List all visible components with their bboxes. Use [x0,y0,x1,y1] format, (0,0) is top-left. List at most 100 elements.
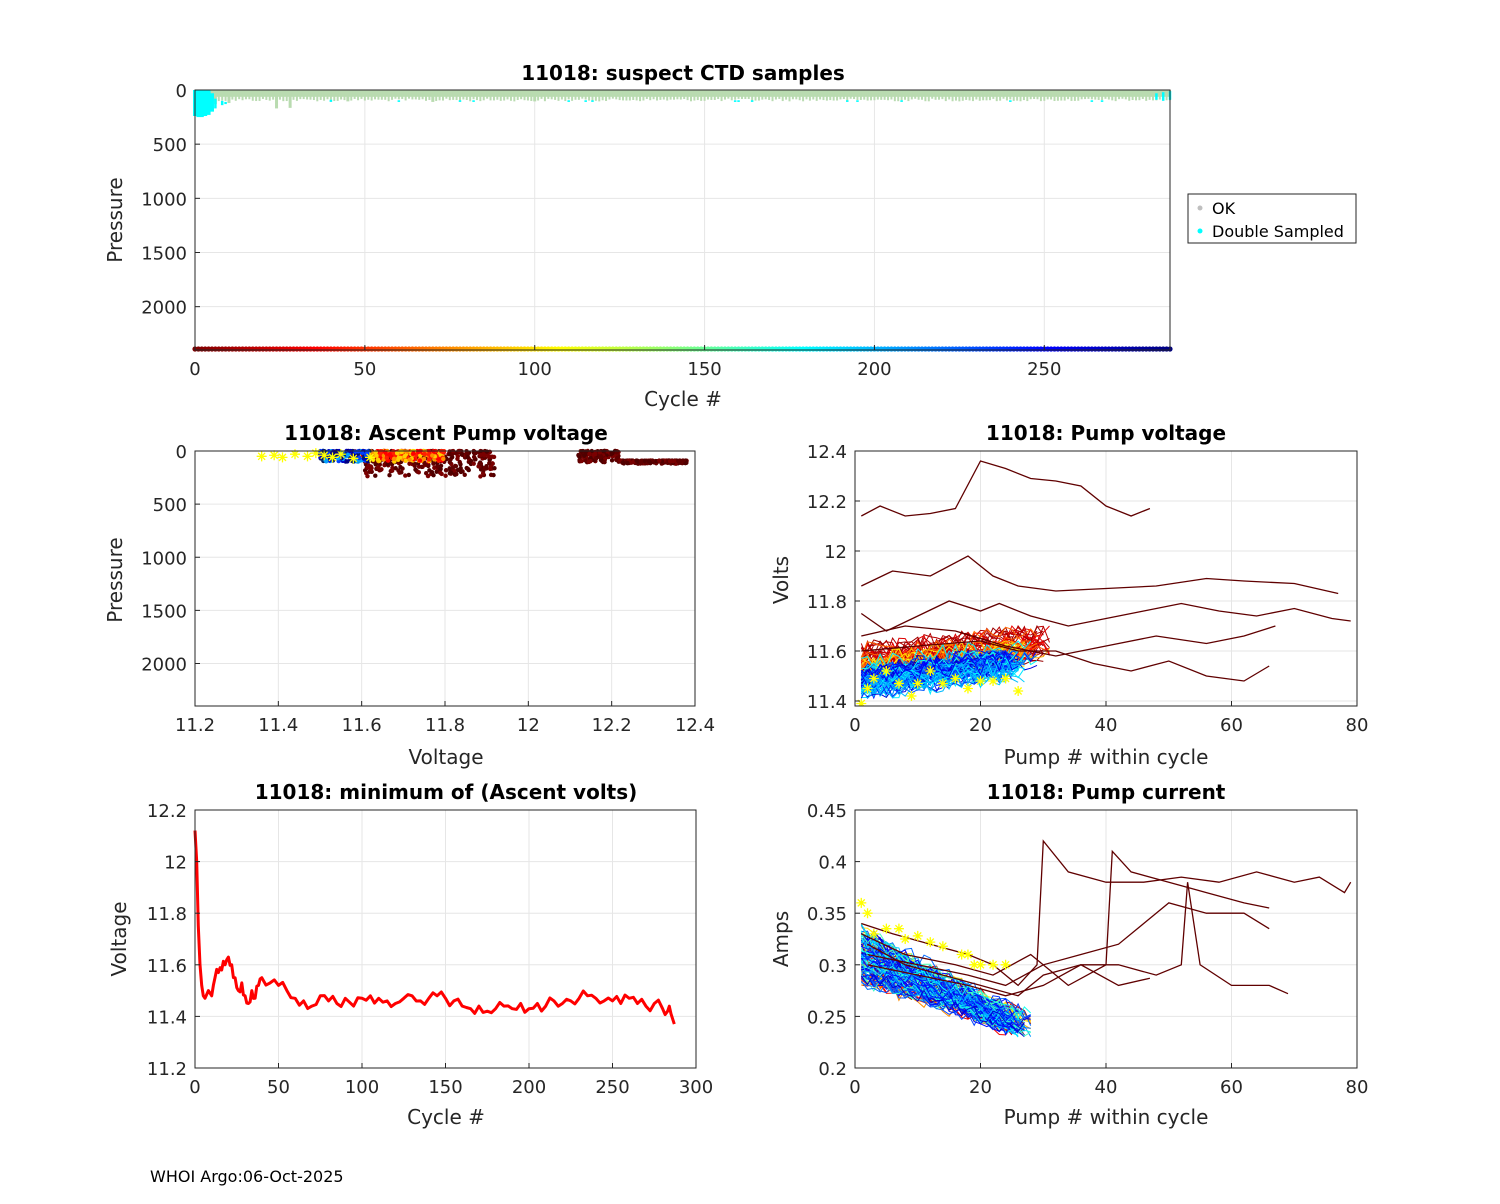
voltage-sample-point [642,458,647,463]
min-marker [912,678,923,689]
voltage-sample-point [473,450,479,456]
legend-double-marker [1197,228,1203,234]
voltage-sample-point [447,459,452,465]
x-tick-label: 11.2 [175,715,215,736]
chart-title: 11018: Pump current [987,780,1226,804]
voltage-series [860,650,1019,680]
y-tick-label: 500 [153,495,187,516]
y-tick-label: 11.8 [147,904,187,925]
panel-ascent-pump-voltage: 11018: Ascent Pump voltage 11.2 11.4 11.6 1… [103,421,715,769]
voltage-sample-point [620,460,626,465]
voltage-series [861,668,1019,699]
voltage-sample-point [489,454,495,459]
voltage-sample-point [471,454,477,460]
voltage-sample-point [458,466,463,471]
min-marker [348,453,359,464]
x-tick-label: 80 [1346,715,1369,736]
min-marker [925,666,936,676]
y-tick-label: 12.4 [807,442,847,463]
min-marker [900,934,911,944]
voltage-sample-point [383,450,388,455]
min-marker [881,923,892,934]
tick-labels: 11.2 11.4 11.6 11.8 12 12.2 12.4 0 500 1000 1500 20… [141,442,715,736]
voltage-sample-point [593,456,599,461]
voltage-sample-point [454,471,459,477]
x-tick-label: 12 [517,715,540,736]
x-axis-label: Pump # within cycle [1004,1105,1209,1129]
voltage-sample-point [598,454,603,460]
voltage-sample-point [375,465,381,470]
current-series [861,950,1032,1020]
voltage-sample-point [588,459,593,464]
y-tick-label: 0.35 [807,904,847,925]
legend-double-label: Double Sampled [1212,222,1344,241]
y-tick-label: 12 [824,542,847,563]
y-tick-label: 11.4 [807,692,847,713]
voltage-sample-point [443,468,449,473]
min-marker [893,923,904,934]
min-marker [868,928,879,939]
x-tick-label: 300 [679,1077,713,1098]
voltage-sample-point [394,450,400,456]
voltage-sample-point [657,458,662,463]
x-tick-label: 11.6 [342,715,382,736]
x-axis-label: Cycle # [407,1105,485,1129]
voltage-sample-point [450,454,455,460]
min-marker [277,452,288,463]
panel-pump-current: 11018: Pump current 0 20 40 60 800.20.250.30… [769,780,1368,1129]
min-marker [1013,686,1024,696]
voltage-sample-point [398,464,403,470]
data-layer [256,448,689,479]
data-layer [856,839,1352,1038]
legend-ok-marker [1197,205,1203,211]
voltage-sample-point [426,462,431,468]
x-tick-label: 60 [1220,1077,1243,1098]
voltage-sample-point [431,461,436,466]
y-tick-label: 0 [176,442,187,463]
voltage-sample-point [593,451,598,457]
voltage-sample-point [582,453,587,458]
voltage-series [860,654,1019,687]
x-tick-label: 60 [1220,715,1243,736]
voltage-sample-point [579,458,584,464]
min-voltage-line [193,830,676,1025]
early-cycle-series [867,964,1151,997]
min-marker [937,678,948,689]
voltage-sample-point [615,455,620,460]
legend[interactable]: OK Double Sampled [1187,193,1357,244]
y-tick-label: 1500 [141,244,187,265]
voltage-sample-point [387,451,392,457]
y-tick-label: 500 [153,135,187,156]
min-marker [365,452,375,463]
min-marker [950,673,961,684]
data-layer [192,90,1173,352]
min-marker [327,452,338,463]
tick-labels: 0 50 100 150 200 250 0 500 1000 1500 2000 [141,81,1061,380]
voltage-sample-point [602,459,607,465]
y-tick-label: 12 [164,853,187,874]
voltage-sample-point [375,457,381,462]
voltage-sample-point [484,449,490,454]
x-tick-label: 100 [518,359,552,380]
x-tick-label: 100 [345,1077,379,1098]
grid [194,809,697,1069]
x-axis-label: Pump # within cycle [1004,745,1209,769]
y-axis-label: Volts [769,556,793,604]
voltage-sample-point [391,456,397,462]
tick-labels: 0 50 100 150 200 250 300 11.2 11.4 11.6 11.8 12 12.2 [147,801,713,1098]
voltage-sample-point [609,450,614,456]
x-tick-label: 12.2 [592,715,632,736]
panel-min-ascent-volts: 11018: minimum of (Ascent volts) 0 50 100 1… [107,780,713,1129]
voltage-sample-point [587,451,592,457]
voltage-sample-point [459,452,464,457]
panel-suspect-ctd: 11018: suspect CTD samples 0 50 100 150 200 2… [103,61,1357,411]
voltage-sample-point [404,449,410,454]
y-tick-label: 0.2 [818,1059,847,1080]
voltage-sample-point [389,468,395,473]
voltage-sample-point [385,462,390,467]
y-tick-label: 11.6 [147,956,187,977]
chart-title: 11018: minimum of (Ascent volts) [255,780,638,804]
voltage-sample-point [455,453,461,459]
y-tick-label: 0.45 [807,801,847,822]
